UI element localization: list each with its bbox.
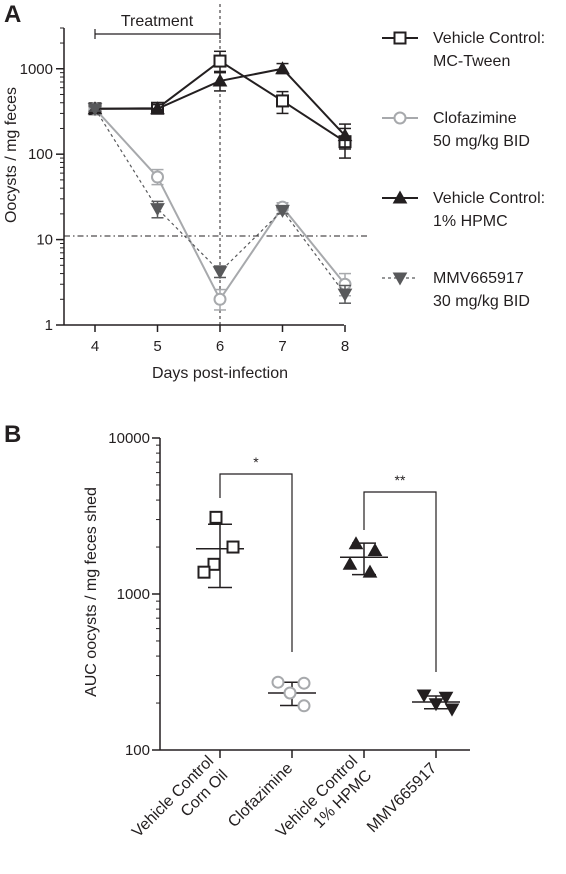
data-point (276, 94, 289, 108)
legend-marker (393, 111, 407, 125)
legend-marker (393, 31, 407, 45)
legend-label: MMV665917 (433, 270, 524, 287)
significance-line (363, 491, 437, 672)
panel-a-legend: Vehicle Control: MC-Tween Clofazimine 50 mg… (382, 30, 545, 310)
panel-a-x-tick-label: 6 (216, 338, 224, 355)
legend-label: 1% HPMC (433, 213, 508, 230)
panel-b-y-tick-label: 10000 (108, 430, 150, 447)
data-point (212, 266, 228, 280)
legend-entry-3: MMV665917 30 mg/kg BID (382, 270, 530, 310)
series-3 (87, 103, 353, 304)
category-group-0 (196, 510, 244, 589)
significance-label: ** (395, 472, 406, 488)
data-point (213, 54, 227, 68)
panel-a-y-tick-label: 1000 (20, 61, 53, 78)
panel-b-points (196, 510, 460, 717)
data-point (150, 101, 165, 115)
data-point (207, 557, 221, 571)
legend-label: Vehicle Control: (433, 30, 545, 47)
category-label-line: MMV665917 (364, 760, 440, 836)
legend-label: 50 mg/kg BID (433, 133, 530, 150)
legend-entry-2: Vehicle Control: 1% HPMC (382, 190, 545, 230)
panel-b-label: B (4, 421, 21, 448)
data-point (348, 536, 364, 550)
data-point (213, 292, 227, 306)
panel-a-axes: 1 10 100 1000 4 5 6 7 8 (20, 27, 349, 355)
panel-b-y-tick-label: 100 (125, 742, 150, 759)
panel-b-significance: *** (219, 454, 437, 672)
panel-a-x-tick-label: 5 (153, 338, 161, 355)
legend-label: MC-Tween (433, 53, 510, 70)
panel-a-x-tick-label: 8 (341, 338, 349, 355)
panel-a-label: A (4, 1, 21, 28)
data-point (275, 61, 290, 75)
data-point (87, 103, 103, 117)
panel-b-y-tick-label: 1000 (117, 586, 150, 603)
data-point (212, 73, 228, 87)
panel-a: A Oocysts / mg feces Days post-infection… (3, 1, 545, 382)
category-group-2 (340, 536, 388, 578)
significance-label: * (253, 454, 259, 470)
legend-label: Clofazimine (433, 110, 517, 127)
data-point (283, 686, 297, 700)
significance-bracket-1: ** (363, 472, 437, 672)
panel-a-x-tick-label: 7 (278, 338, 286, 355)
data-point (342, 556, 358, 570)
legend-entry-0: Vehicle Control: MC-Tween (382, 30, 545, 70)
data-point (226, 540, 240, 554)
data-point (444, 703, 460, 717)
data-point (367, 542, 383, 557)
significance-line (219, 473, 293, 652)
panel-a-x-axis-label: Days post-infection (152, 365, 288, 382)
series-2 (87, 61, 353, 150)
legend-label: Vehicle Control: (433, 190, 545, 207)
panel-a-y-tick-label: 1 (45, 317, 53, 334)
data-point (297, 676, 311, 690)
panel-a-y-axis-label: Oocysts / mg feces (3, 87, 20, 223)
category-group-1 (268, 675, 316, 713)
panel-a-y-tick-label: 100 (28, 146, 53, 163)
data-point (297, 699, 311, 713)
data-point (438, 691, 454, 705)
data-point (150, 203, 165, 217)
data-point (428, 698, 444, 712)
data-point (271, 675, 285, 689)
panel-b-y-axis-label: AUC oocysts / mg feces shed (83, 487, 100, 697)
data-point (209, 510, 223, 524)
data-point (197, 565, 211, 579)
category-label-3: MMV665917 (364, 760, 440, 836)
treatment-label: Treatment (121, 13, 194, 30)
panel-b-axes: 100 1000 10000 (108, 430, 470, 759)
data-point (416, 689, 432, 703)
data-point (337, 128, 353, 142)
panel-a-y-tick-label: 10 (36, 232, 53, 249)
data-point (362, 564, 378, 578)
panel-b: B AUC oocysts / mg feces shed 1001000100… (4, 421, 470, 841)
legend-label: 30 mg/kg BID (433, 293, 530, 310)
legend-entry-1: Clofazimine 50 mg/kg BID (382, 110, 530, 150)
panel-a-series (87, 50, 353, 311)
legend-marker (392, 190, 408, 204)
data-point (337, 288, 353, 302)
panel-a-reference-lines (64, 4, 370, 325)
legend-marker (392, 272, 408, 286)
data-point (275, 204, 290, 218)
category-group-3 (412, 689, 460, 717)
data-point (151, 170, 164, 184)
significance-bracket-0: * (219, 454, 293, 652)
panel-a-x-tick-label: 4 (91, 338, 99, 355)
